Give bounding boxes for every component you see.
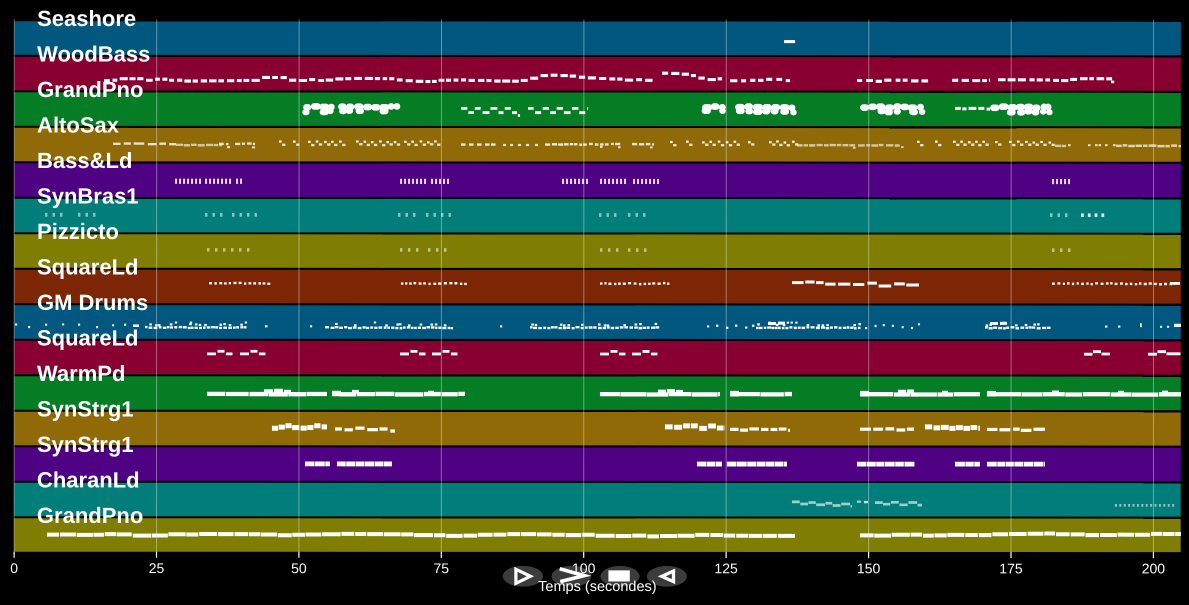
svg-text:175: 175 <box>999 560 1023 576</box>
svg-text:Bass&Ld: Bass&Ld <box>37 148 132 173</box>
svg-text:50: 50 <box>291 560 307 576</box>
svg-text:150: 150 <box>857 560 881 576</box>
svg-text:GrandPno: GrandPno <box>37 77 143 102</box>
svg-text:0: 0 <box>10 560 18 576</box>
svg-text:SynBras1: SynBras1 <box>37 184 139 209</box>
svg-text:SquareLd: SquareLd <box>37 325 138 350</box>
svg-text:GM Drums: GM Drums <box>37 290 148 315</box>
svg-text:Seashore: Seashore <box>37 6 136 31</box>
svg-text:Temps (secondes): Temps (secondes) <box>538 579 656 595</box>
svg-text:CharanLd: CharanLd <box>37 467 140 492</box>
svg-text:WarmPd: WarmPd <box>37 361 125 386</box>
svg-text:Pizzicto: Pizzicto <box>37 219 119 244</box>
svg-text:SquareLd: SquareLd <box>37 254 138 279</box>
svg-text:200: 200 <box>1142 560 1166 576</box>
svg-text:AltoSax: AltoSax <box>37 113 120 138</box>
svg-text:25: 25 <box>149 560 165 576</box>
svg-text:75: 75 <box>434 560 450 576</box>
svg-text:SynStrg1: SynStrg1 <box>37 432 134 457</box>
svg-text:SynStrg1: SynStrg1 <box>37 396 134 421</box>
svg-text:WoodBass: WoodBass <box>37 42 150 67</box>
svg-text:125: 125 <box>714 560 738 576</box>
svg-text:GrandPno: GrandPno <box>37 503 143 528</box>
